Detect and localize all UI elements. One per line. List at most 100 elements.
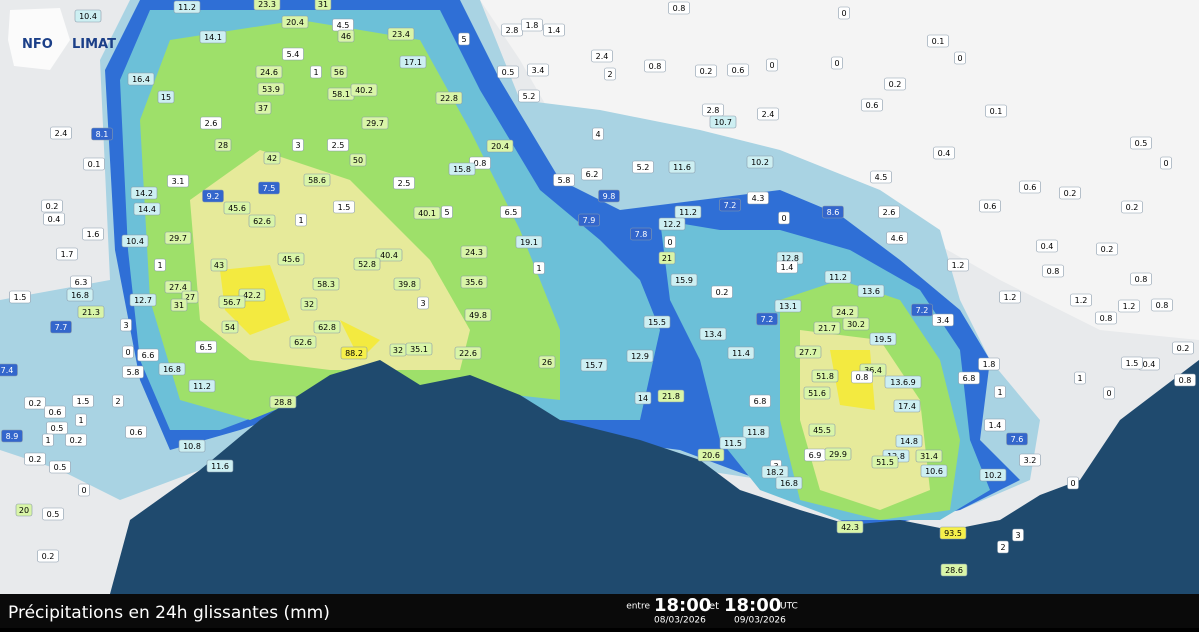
station-value: 6.2 xyxy=(586,170,599,179)
station-box xyxy=(349,153,367,167)
station-box xyxy=(803,386,831,400)
station: 32 xyxy=(389,343,407,357)
station: 3.2 xyxy=(1019,453,1041,467)
station-value: 2.4 xyxy=(596,52,609,61)
station-box xyxy=(83,157,105,171)
station-value: 0 xyxy=(125,348,130,357)
station: 3 xyxy=(120,318,132,332)
station: 13.6 xyxy=(857,284,885,298)
station-value: 12.8 xyxy=(781,254,799,263)
station-value: 22.8 xyxy=(440,94,458,103)
station: 0.2 xyxy=(65,433,87,447)
station-box xyxy=(670,273,698,287)
station-value: 1.5 xyxy=(1126,359,1139,368)
station-value: 16.8 xyxy=(163,365,181,374)
station: 1.7 xyxy=(56,247,78,261)
station-value: 0.2 xyxy=(29,399,42,408)
station-value: 56 xyxy=(334,68,344,77)
station: 5 xyxy=(441,205,453,219)
station-box xyxy=(42,507,64,521)
station: 58.6 xyxy=(303,173,331,187)
station-value: 13.6.9 xyxy=(890,378,915,387)
station: 1 xyxy=(533,261,545,275)
station-value: 1.4 xyxy=(548,26,561,35)
station-value: 24.3 xyxy=(465,248,483,257)
station-box xyxy=(824,270,852,284)
station: 2 xyxy=(112,394,124,408)
station-box xyxy=(387,27,415,41)
station-box xyxy=(893,399,921,413)
station: 21 xyxy=(658,251,676,265)
station-box xyxy=(263,151,281,165)
station-box xyxy=(851,370,873,384)
station-value: 1.6 xyxy=(87,230,100,239)
station-value: 50 xyxy=(353,156,363,165)
station-value: 62.6 xyxy=(253,217,271,226)
station-value: 51.6 xyxy=(808,389,826,398)
station: 2.6 xyxy=(200,116,222,130)
station: 35.6 xyxy=(460,275,488,289)
station-value: 1.4 xyxy=(781,263,794,272)
station-box xyxy=(634,391,652,405)
station-box xyxy=(985,104,1007,118)
station: 1 xyxy=(295,213,307,227)
station-value: 29.7 xyxy=(169,234,187,243)
station: 1.2 xyxy=(947,258,969,272)
station-box xyxy=(238,288,266,302)
station-box xyxy=(895,434,923,448)
station: 0.6 xyxy=(125,425,147,439)
station: 24.2 xyxy=(831,305,859,319)
station-box xyxy=(173,0,201,14)
station-box xyxy=(464,308,492,322)
station: 0.2 xyxy=(1059,186,1081,200)
station: 0.5 xyxy=(1130,136,1152,150)
station-value: 27 xyxy=(185,293,195,302)
station-box xyxy=(591,49,613,63)
footer-bar xyxy=(0,594,1199,628)
station-value: 6.5 xyxy=(200,343,213,352)
station-box xyxy=(310,65,322,79)
station-value: 2.4 xyxy=(762,110,775,119)
station: 9.8 xyxy=(598,189,620,203)
station: 7.2 xyxy=(756,312,778,326)
station-box xyxy=(78,483,90,497)
station-box xyxy=(497,65,519,79)
station-value: 10.4 xyxy=(79,12,97,21)
footer-title: Précipitations en 24h glissantes (mm) xyxy=(8,603,330,623)
station-box xyxy=(749,394,771,408)
station-value: 16.8 xyxy=(780,479,798,488)
station: 5.2 xyxy=(632,160,654,174)
station-box xyxy=(399,55,427,69)
station-value: 10.6 xyxy=(925,467,943,476)
station-value: 40.4 xyxy=(380,251,398,260)
station-box xyxy=(719,198,741,212)
station-value: 0 xyxy=(957,54,962,63)
station-box xyxy=(460,275,488,289)
station: 19.5 xyxy=(869,332,897,346)
station-box xyxy=(954,51,966,65)
station-box xyxy=(947,258,969,272)
station-value: 3 xyxy=(1015,531,1020,540)
station-box xyxy=(1059,186,1081,200)
station: 14.2 xyxy=(130,186,158,200)
station: 1.8 xyxy=(521,18,543,32)
station-box xyxy=(70,275,92,289)
station-box xyxy=(202,189,224,203)
station-value: 0 xyxy=(834,59,839,68)
station: 0 xyxy=(778,211,790,225)
station: 0.4 xyxy=(933,146,955,160)
station: 2.4 xyxy=(591,49,613,63)
station-value: 35.1 xyxy=(410,345,428,354)
station-value: 18.2 xyxy=(766,468,784,477)
station-box xyxy=(1006,432,1028,446)
station-value: 2.5 xyxy=(332,141,345,150)
station-box xyxy=(312,277,340,291)
station: 13.6.9 xyxy=(884,375,922,389)
station-box xyxy=(314,0,332,11)
station-box xyxy=(223,201,251,215)
station: 0.6 xyxy=(979,199,1001,213)
station-box xyxy=(121,234,149,248)
station-value: 7.6 xyxy=(1011,435,1024,444)
station-value: 56.7 xyxy=(223,298,241,307)
station: 2 xyxy=(997,540,1009,554)
